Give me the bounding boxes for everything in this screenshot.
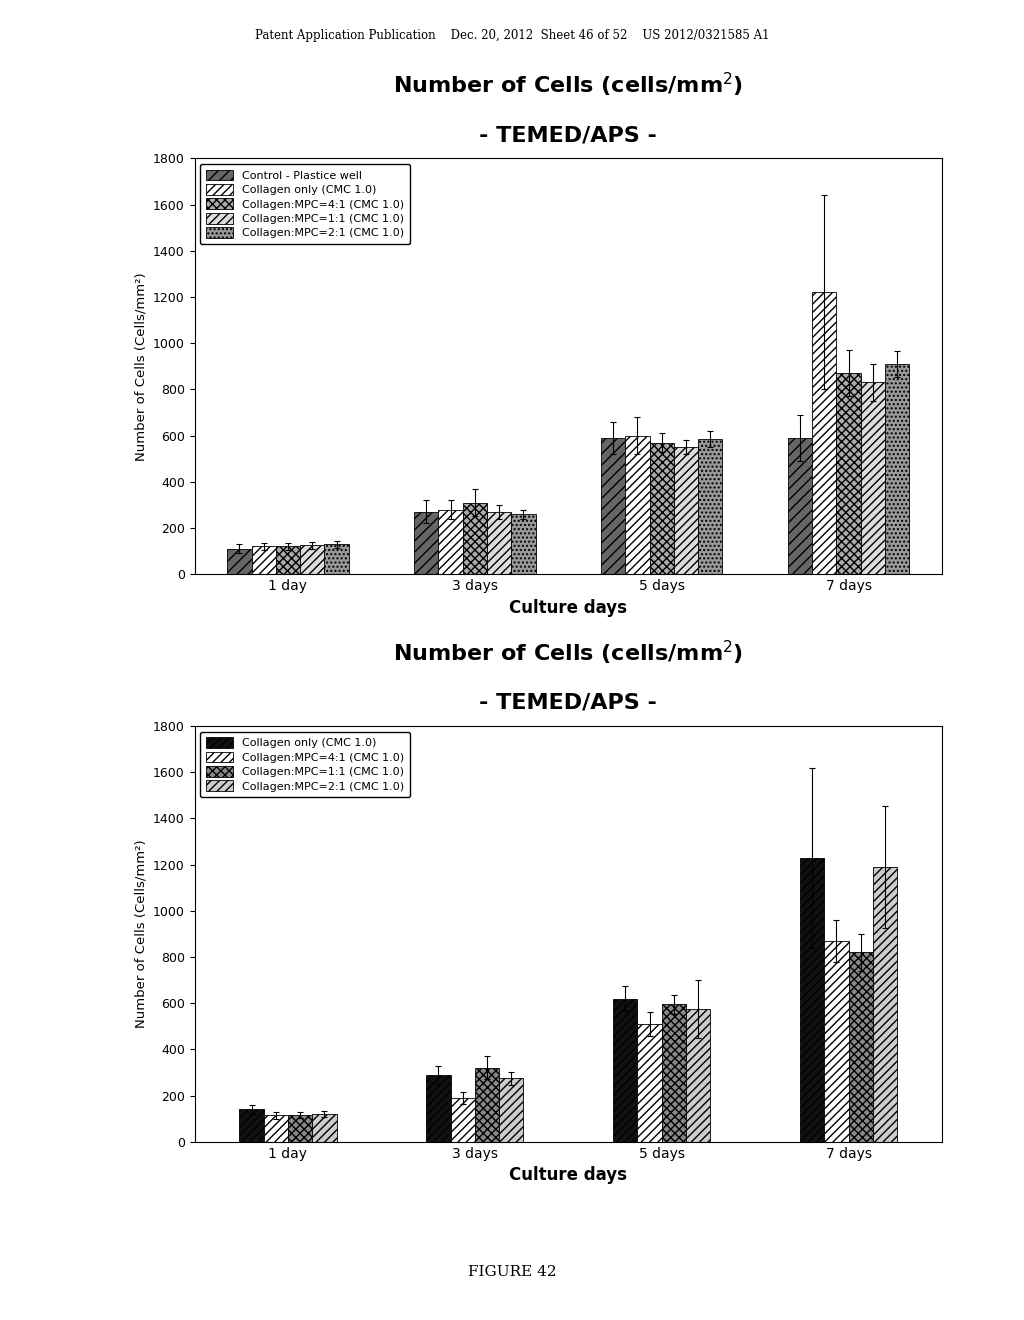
- Bar: [312, 1114, 337, 1142]
- Text: - TEMED/APS -: - TEMED/APS -: [479, 125, 657, 145]
- Bar: [812, 293, 837, 574]
- Text: - TEMED/APS -: - TEMED/APS -: [479, 693, 657, 713]
- Bar: [475, 1068, 499, 1142]
- Bar: [463, 503, 487, 574]
- Text: FIGURE 42: FIGURE 42: [468, 1266, 556, 1279]
- Bar: [662, 1005, 686, 1142]
- Bar: [849, 953, 872, 1142]
- Bar: [885, 364, 909, 574]
- X-axis label: Culture days: Culture days: [509, 1166, 628, 1184]
- Bar: [511, 515, 536, 574]
- Y-axis label: Number of Cells (Cells/mm²): Number of Cells (Cells/mm²): [134, 272, 147, 461]
- Bar: [824, 941, 849, 1142]
- Bar: [300, 545, 325, 574]
- Bar: [837, 374, 861, 574]
- Bar: [872, 867, 897, 1142]
- Bar: [674, 447, 698, 574]
- Bar: [438, 510, 463, 574]
- Bar: [426, 1074, 451, 1142]
- Bar: [649, 442, 674, 574]
- Bar: [451, 1098, 475, 1142]
- Bar: [264, 1115, 288, 1142]
- Text: Patent Application Publication    Dec. 20, 2012  Sheet 46 of 52    US 2012/03215: Patent Application Publication Dec. 20, …: [255, 29, 769, 42]
- Bar: [240, 1109, 264, 1142]
- Bar: [626, 436, 649, 574]
- Text: Number of Cells (cells/mm$^2$): Number of Cells (cells/mm$^2$): [393, 639, 743, 667]
- Bar: [414, 512, 438, 574]
- Bar: [698, 440, 723, 574]
- Bar: [487, 512, 511, 574]
- Bar: [275, 546, 300, 574]
- X-axis label: Culture days: Culture days: [509, 598, 628, 616]
- Legend: Control - Plastice well, Collagen only (CMC 1.0), Collagen:MPC=4:1 (CMC 1.0), Co: Control - Plastice well, Collagen only (…: [200, 164, 410, 244]
- Bar: [613, 998, 638, 1142]
- Bar: [787, 438, 812, 574]
- Bar: [861, 383, 885, 574]
- Y-axis label: Number of Cells (Cells/mm²): Number of Cells (Cells/mm²): [134, 840, 147, 1028]
- Bar: [252, 546, 275, 574]
- Bar: [227, 549, 252, 574]
- Text: Number of Cells (cells/mm$^2$): Number of Cells (cells/mm$^2$): [393, 71, 743, 99]
- Legend: Collagen only (CMC 1.0), Collagen:MPC=4:1 (CMC 1.0), Collagen:MPC=1:1 (CMC 1.0),: Collagen only (CMC 1.0), Collagen:MPC=4:…: [200, 731, 410, 797]
- Bar: [288, 1115, 312, 1142]
- Bar: [499, 1078, 523, 1142]
- Bar: [325, 544, 349, 574]
- Bar: [638, 1024, 662, 1142]
- Bar: [800, 858, 824, 1142]
- Bar: [686, 1008, 711, 1142]
- Bar: [601, 438, 626, 574]
